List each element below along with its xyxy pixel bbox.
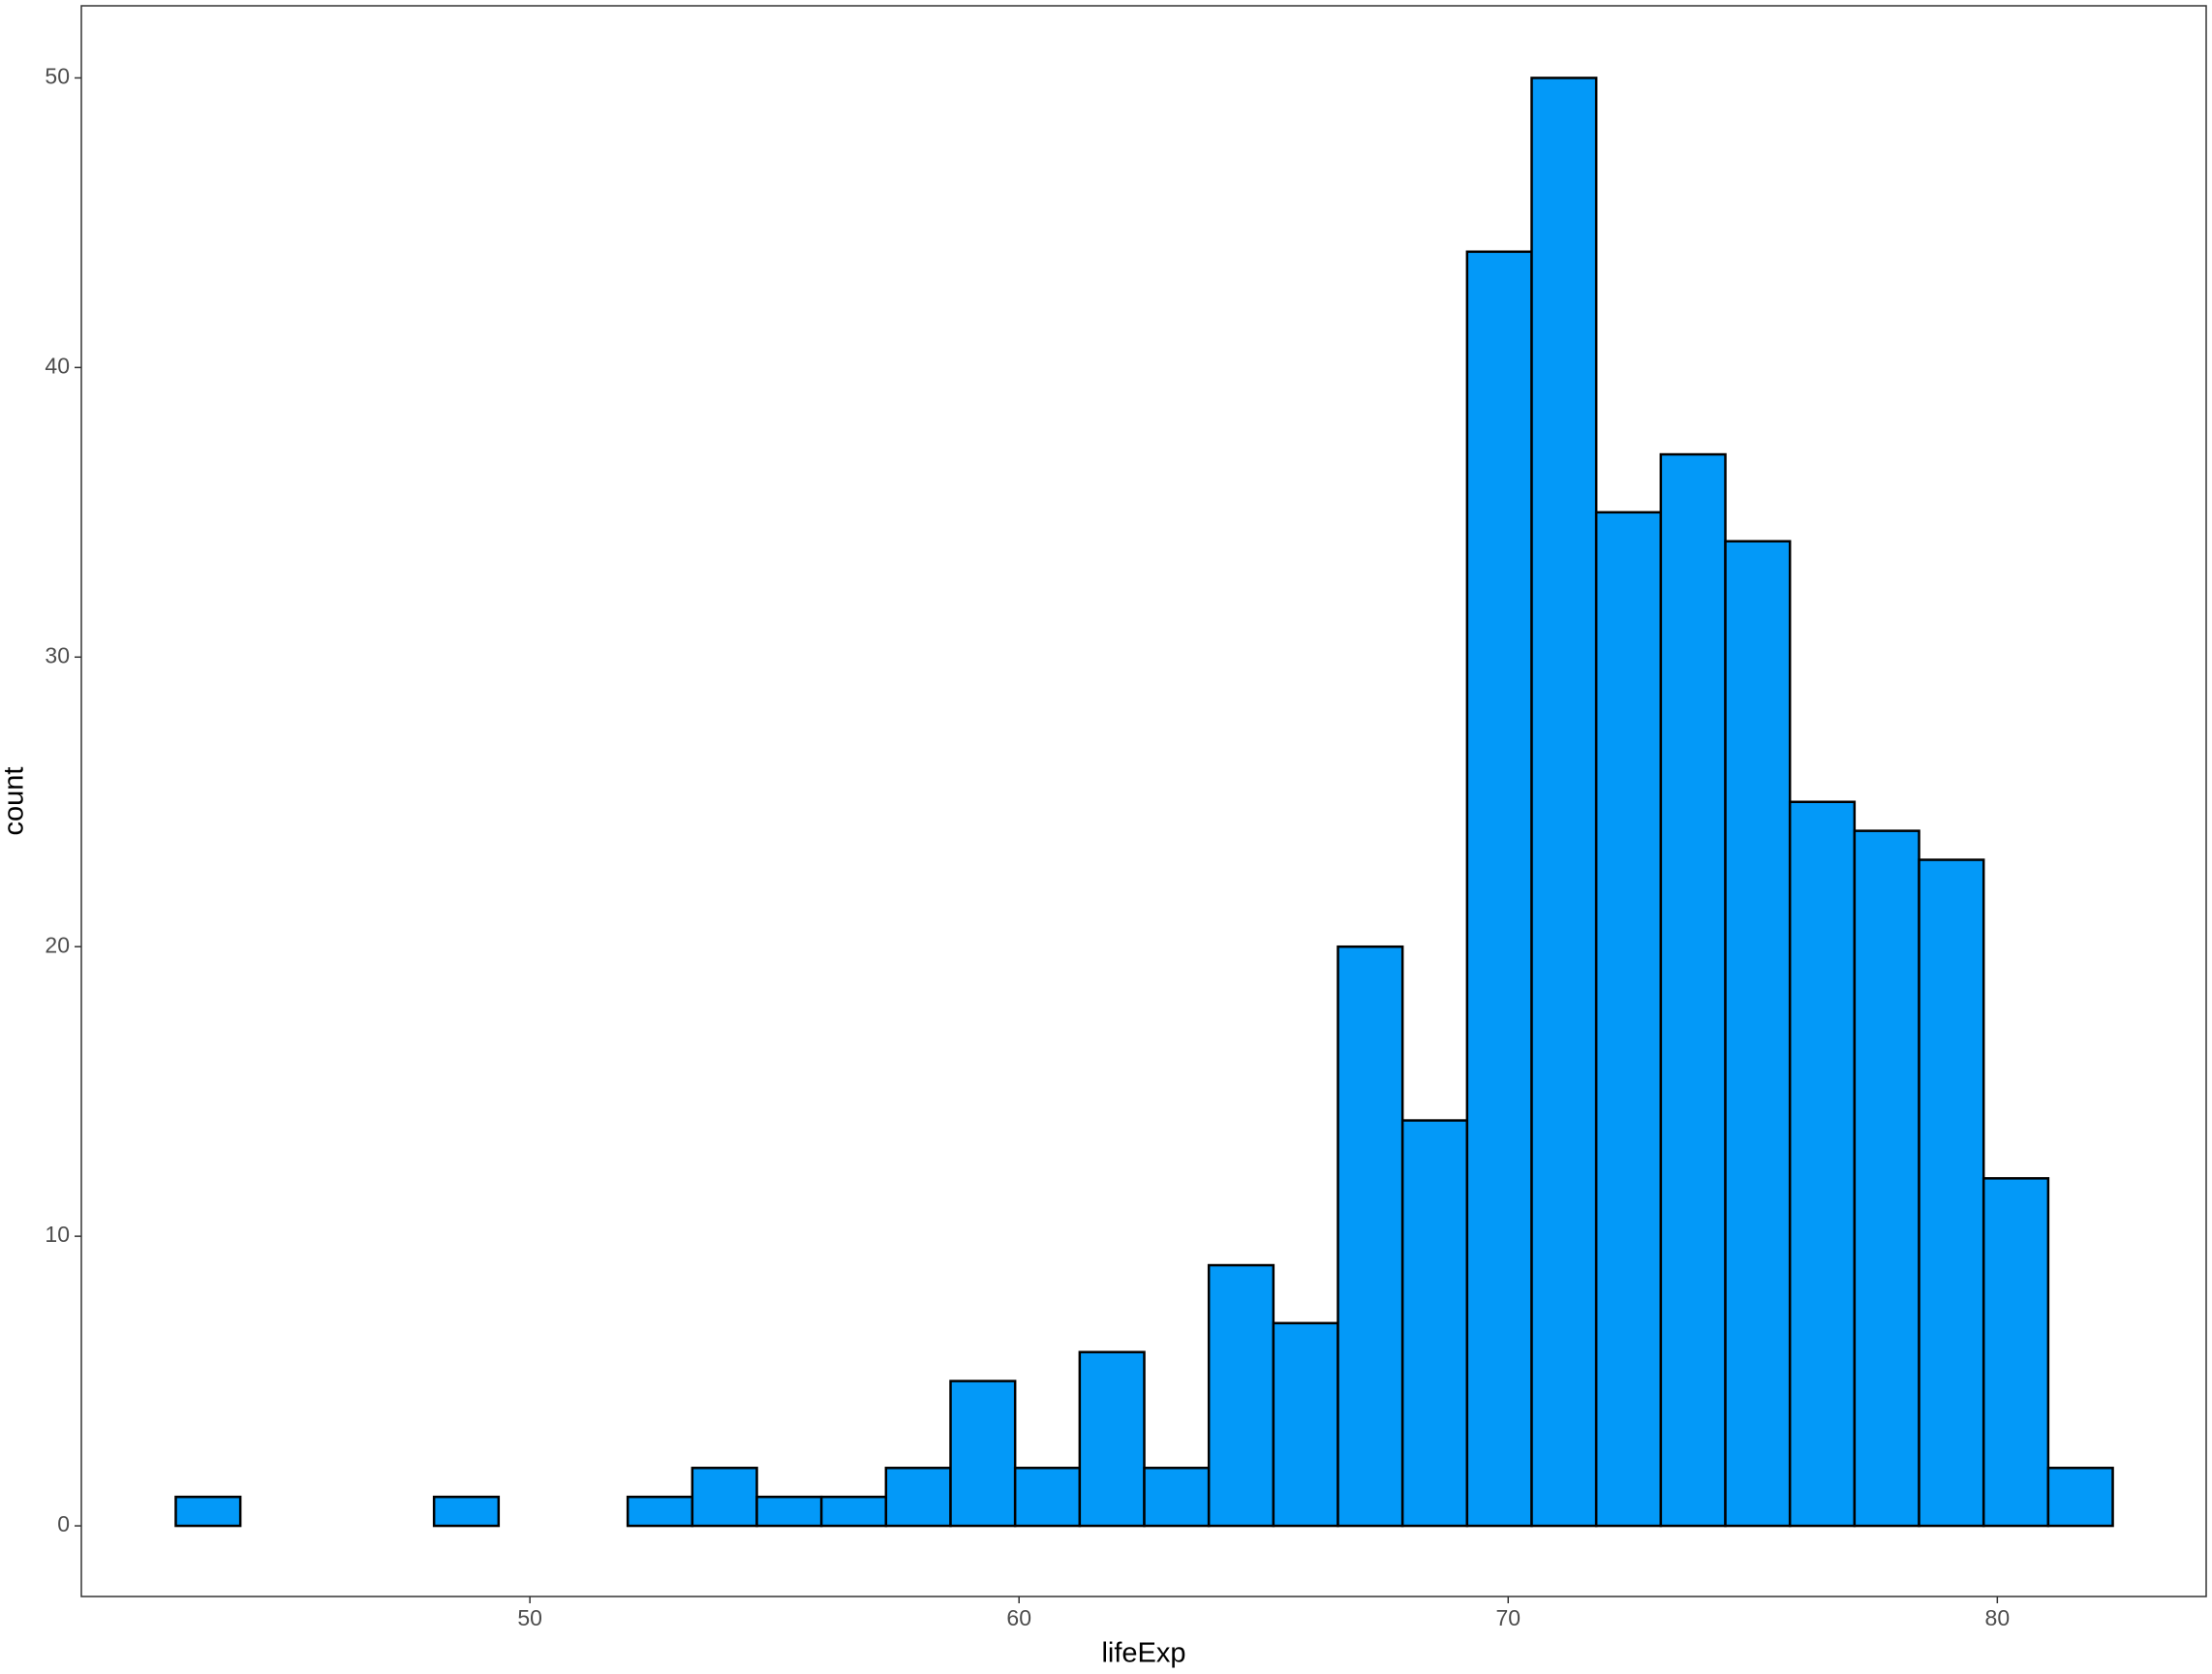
bar [626,1495,694,1528]
bar [949,1380,1017,1528]
bar [1272,1321,1339,1528]
bar [884,1467,952,1528]
y-tick-label: 20 [45,932,70,957]
bar [819,1495,888,1528]
bar [1530,77,1598,1528]
x-tick-label: 80 [1985,1605,2011,1630]
bar [1465,250,1533,1528]
y-tick-label: 10 [45,1222,70,1247]
y-tick-label: 30 [45,642,70,667]
x-tick-label: 60 [1006,1605,1031,1630]
y-tick-label: 40 [45,353,70,378]
x-tick-label: 70 [1495,1605,1521,1630]
bar [1594,511,1663,1528]
y-tick-label: 50 [45,64,70,89]
bar [1207,1263,1275,1528]
bar [1659,452,1727,1528]
bar [432,1495,501,1528]
bar [1853,829,1920,1528]
bar [1400,1119,1469,1528]
bar [1336,945,1404,1528]
bar [755,1495,823,1528]
panel-border [80,5,2207,1597]
bar [1982,1177,2050,1528]
bar [1013,1467,1082,1528]
bar [1078,1350,1146,1528]
x-tick-label: 50 [517,1605,542,1630]
y-axis-title: count [0,767,30,836]
bar [174,1495,242,1528]
x-axis-title: lifeExp [1101,1638,1185,1669]
bar [1788,800,1857,1528]
bar [691,1467,758,1528]
bar [1724,540,1792,1528]
bar [1143,1467,1211,1528]
y-tick-label: 0 [57,1511,70,1536]
bar [1918,858,1985,1528]
bar [2046,1467,2114,1528]
